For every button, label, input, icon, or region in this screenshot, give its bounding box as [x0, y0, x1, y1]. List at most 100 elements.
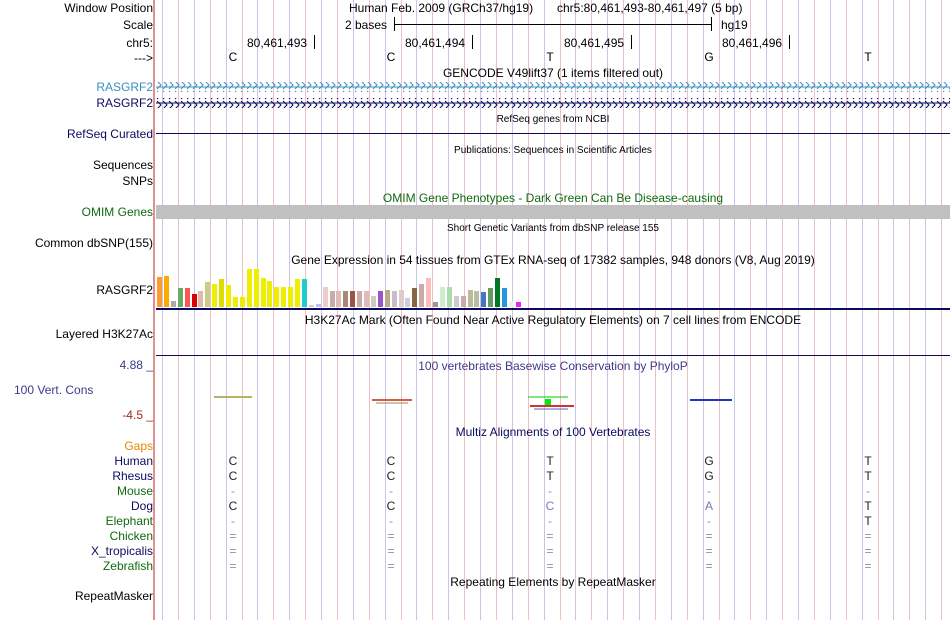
- species-label[interactable]: Zebrafish: [102, 559, 153, 573]
- grid-line: [289, 0, 291, 620]
- gtex-tissue-bar[interactable]: [219, 279, 225, 307]
- gtex-tissue-bar[interactable]: [357, 291, 363, 307]
- gtex-tissue-bar[interactable]: [253, 269, 259, 307]
- gtex-tissue-bar[interactable]: [281, 287, 287, 307]
- dbsnp-track-title[interactable]: Short Genetic Variants from dbSNP releas…: [447, 223, 659, 234]
- gencode-item-label-2[interactable]: RASGRF2: [96, 96, 153, 110]
- assembly-title: Human Feb. 2009 (GRCh37/hg19): [349, 1, 534, 15]
- aligned-base: -: [389, 514, 393, 528]
- refseq-track-label[interactable]: RefSeq Curated: [66, 127, 153, 141]
- gtex-tissue-bar[interactable]: [453, 296, 459, 307]
- gtex-tissue-bar[interactable]: [232, 297, 238, 307]
- gtex-tissue-bar[interactable]: [439, 287, 445, 307]
- gtex-tissue-bar[interactable]: [384, 290, 390, 307]
- aligned-base: C: [228, 454, 238, 468]
- gtex-tissue-bar[interactable]: [398, 290, 404, 307]
- gtex-track-label[interactable]: RASGRF2: [96, 283, 153, 297]
- refseq-track-title[interactable]: RefSeq genes from NCBI: [496, 114, 610, 125]
- multiz-track-title[interactable]: Multiz Alignments of 100 Vertebrates: [455, 425, 651, 439]
- gtex-tissue-bar[interactable]: [488, 288, 494, 307]
- aligned-base: =: [705, 559, 713, 573]
- gtex-tissue-bar[interactable]: [170, 301, 176, 307]
- gtex-tissue-bar[interactable]: [460, 296, 466, 307]
- gtex-tissue-bar[interactable]: [301, 279, 307, 307]
- species-label[interactable]: Chicken: [109, 529, 153, 543]
- gtex-tissue-bar[interactable]: [481, 292, 487, 307]
- gtex-tissue-bar[interactable]: [239, 297, 245, 307]
- omim-track-title[interactable]: OMIM Gene Phenotypes - Dark Green Can Be…: [382, 191, 724, 205]
- gtex-tissue-bar[interactable]: [191, 294, 197, 307]
- publications-track-title[interactable]: Publications: Sequences in Scientific Ar…: [454, 145, 652, 156]
- gtex-tissue-bar[interactable]: [184, 288, 190, 307]
- phylop-signal[interactable]: [156, 390, 950, 415]
- gtex-tissue-bar[interactable]: [377, 291, 383, 307]
- dbsnp-track-label[interactable]: Common dbSNP(155): [34, 236, 153, 250]
- gencode-item-label-1[interactable]: RASGRF2: [96, 80, 153, 94]
- gtex-tissue-bar[interactable]: [467, 290, 473, 307]
- omim-phenotype-bar[interactable]: [156, 205, 950, 219]
- gtex-tissue-bar[interactable]: [412, 288, 418, 307]
- species-label[interactable]: Mouse: [116, 484, 153, 498]
- gtex-tissue-bar[interactable]: [433, 302, 438, 307]
- snps-label[interactable]: SNPs: [122, 174, 153, 188]
- gtex-tissue-bar[interactable]: [274, 287, 280, 307]
- species-label[interactable]: Human: [114, 454, 153, 468]
- gtex-bar-chart[interactable]: [156, 268, 950, 307]
- gencode-track-title[interactable]: GENCODE V49lift37 (1 items filtered out): [442, 66, 664, 80]
- gtex-track-title[interactable]: Gene Expression in 54 tissues from GTEx …: [291, 253, 815, 267]
- species-label[interactable]: Rhesus: [112, 469, 153, 483]
- gtex-tissue-bar[interactable]: [426, 278, 432, 307]
- gtex-tissue-bar[interactable]: [226, 285, 231, 307]
- gtex-tissue-bar[interactable]: [350, 291, 356, 307]
- gtex-tissue-bar[interactable]: [343, 291, 349, 307]
- gtex-tissue-bar[interactable]: [391, 291, 397, 307]
- aligned-base: =: [705, 544, 713, 558]
- gtex-tissue-bar[interactable]: [370, 296, 376, 307]
- gtex-tissue-bar[interactable]: [329, 291, 335, 307]
- gtex-tissue-bar[interactable]: [205, 282, 211, 307]
- gtex-tissue-bar[interactable]: [246, 269, 252, 307]
- gtex-tissue-bar[interactable]: [288, 287, 294, 307]
- chrom-label: chr5:: [126, 36, 153, 50]
- omim-track-label[interactable]: OMIM Genes: [81, 205, 153, 219]
- gtex-tissue-bar[interactable]: [446, 287, 452, 307]
- gtex-tissue-bar[interactable]: [198, 291, 204, 307]
- gtex-tissue-bar[interactable]: [336, 291, 342, 307]
- grid-line: [527, 0, 529, 620]
- gtex-tissue-bar[interactable]: [322, 287, 328, 307]
- gtex-tissue-bar[interactable]: [515, 302, 521, 307]
- gtex-tissue-bar[interactable]: [419, 284, 425, 307]
- refseq-gene-line[interactable]: [156, 133, 950, 134]
- gtex-tissue-bar[interactable]: [295, 279, 300, 307]
- species-label[interactable]: X_tropicalis: [90, 544, 153, 558]
- gtex-tissue-bar[interactable]: [267, 281, 273, 307]
- gtex-tissue-bar[interactable]: [308, 305, 314, 307]
- gtex-tissue-bar[interactable]: [315, 304, 321, 307]
- gtex-tissue-bar[interactable]: [474, 291, 480, 307]
- grid-line: [766, 0, 768, 620]
- phylop-track-label[interactable]: 100 Vert. Cons: [14, 383, 94, 397]
- gtex-tissue-bar[interactable]: [508, 301, 514, 307]
- species-label[interactable]: Dog: [130, 499, 153, 513]
- gaps-label[interactable]: Gaps: [124, 439, 153, 453]
- gtex-tissue-bar[interactable]: [260, 278, 266, 307]
- repeatmasker-track-label[interactable]: RepeatMasker: [74, 589, 153, 603]
- h3k27ac-track-title[interactable]: H3K27Ac Mark (Often Found Near Active Re…: [304, 313, 802, 327]
- gencode-gene-lines[interactable]: [156, 80, 950, 110]
- gtex-tissue-bar[interactable]: [405, 298, 411, 307]
- gtex-tissue-bar[interactable]: [502, 288, 507, 307]
- aligned-base: =: [546, 529, 554, 543]
- h3k27ac-track-label[interactable]: Layered H3K27Ac: [55, 327, 153, 341]
- label-divider[interactable]: [153, 0, 155, 620]
- gtex-tissue-bar[interactable]: [212, 284, 218, 307]
- gtex-tissue-bar[interactable]: [177, 288, 183, 307]
- gtex-tissue-bar[interactable]: [495, 278, 501, 307]
- grid-line: [702, 0, 704, 620]
- gtex-tissue-bar[interactable]: [163, 276, 169, 307]
- gtex-tissue-bar[interactable]: [157, 277, 162, 307]
- gtex-tissue-bar[interactable]: [364, 291, 369, 307]
- species-label[interactable]: Elephant: [105, 514, 153, 528]
- phylop-track-title[interactable]: 100 vertebrates Basewise Conservation by…: [418, 359, 688, 373]
- repeatmasker-track-title[interactable]: Repeating Elements by RepeatMasker: [450, 575, 656, 589]
- sequences-label[interactable]: Sequences: [92, 158, 153, 172]
